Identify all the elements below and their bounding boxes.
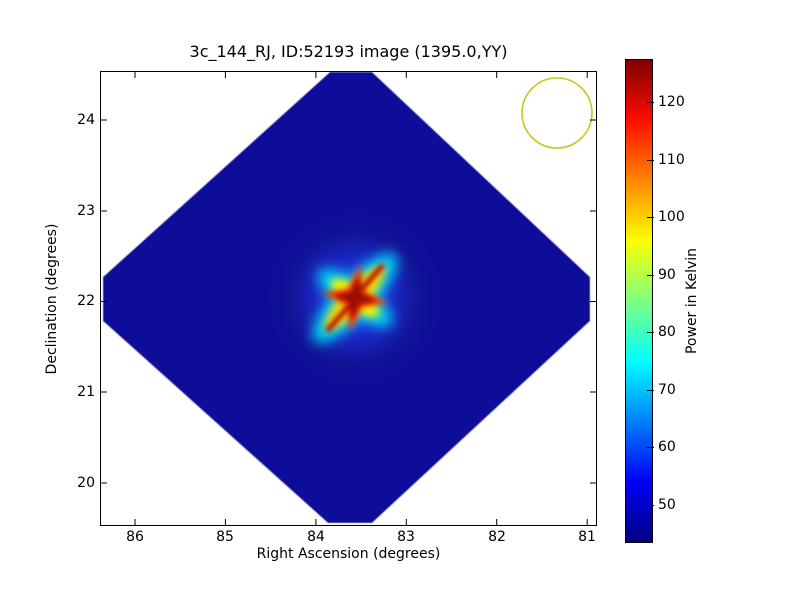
y-tick-label: 20 [77,475,95,491]
x-tick-label: 85 [216,529,234,545]
x-tick-label: 82 [488,529,506,545]
colorbar-tick-label: 80 [658,324,676,340]
sky-image [100,71,597,526]
colorbar-tick-mark [647,160,654,161]
x-tick-label: 83 [397,529,415,545]
y-tick-label: 22 [77,293,95,309]
colorbar-tick-label: 100 [658,209,685,225]
source-dark-red-core [325,263,385,333]
x-axis-label: Right Ascension (degrees) [256,546,441,562]
colorbar-tick-label: 70 [658,382,676,398]
colorbar-tick-label: 90 [658,267,676,283]
y-tick-label: 23 [77,203,95,219]
axes-frame [100,71,597,526]
x-tick-label: 86 [126,529,144,545]
y-tick-label: 24 [77,112,95,128]
beam-circle [521,77,593,149]
x-tick-label: 84 [307,529,325,545]
colorbar-tick-label: 110 [658,152,685,168]
plot-title: 3c_144_RJ, ID:52193 image (1395.0,YY) [189,42,508,61]
colorbar [625,59,653,543]
colorbar-tick-label: 60 [658,439,676,455]
colorbar-tick-mark [647,505,654,506]
colorbar-tick-mark [647,390,654,391]
axis-tick-marks [100,71,597,526]
colorbar-tick-mark [647,102,654,103]
y-tick-label: 21 [77,384,95,400]
colorbar-tick-mark [647,217,654,218]
colorbar-tick-mark [647,332,654,333]
colorbar-tick-label: 50 [658,497,676,513]
source-psf [263,206,447,390]
colorbar-tick-label: 120 [658,94,685,110]
plot-area [100,71,597,526]
colorbar-tick-mark [647,447,654,448]
x-tick-label: 81 [578,529,596,545]
colorbar-tick-mark [647,275,654,276]
